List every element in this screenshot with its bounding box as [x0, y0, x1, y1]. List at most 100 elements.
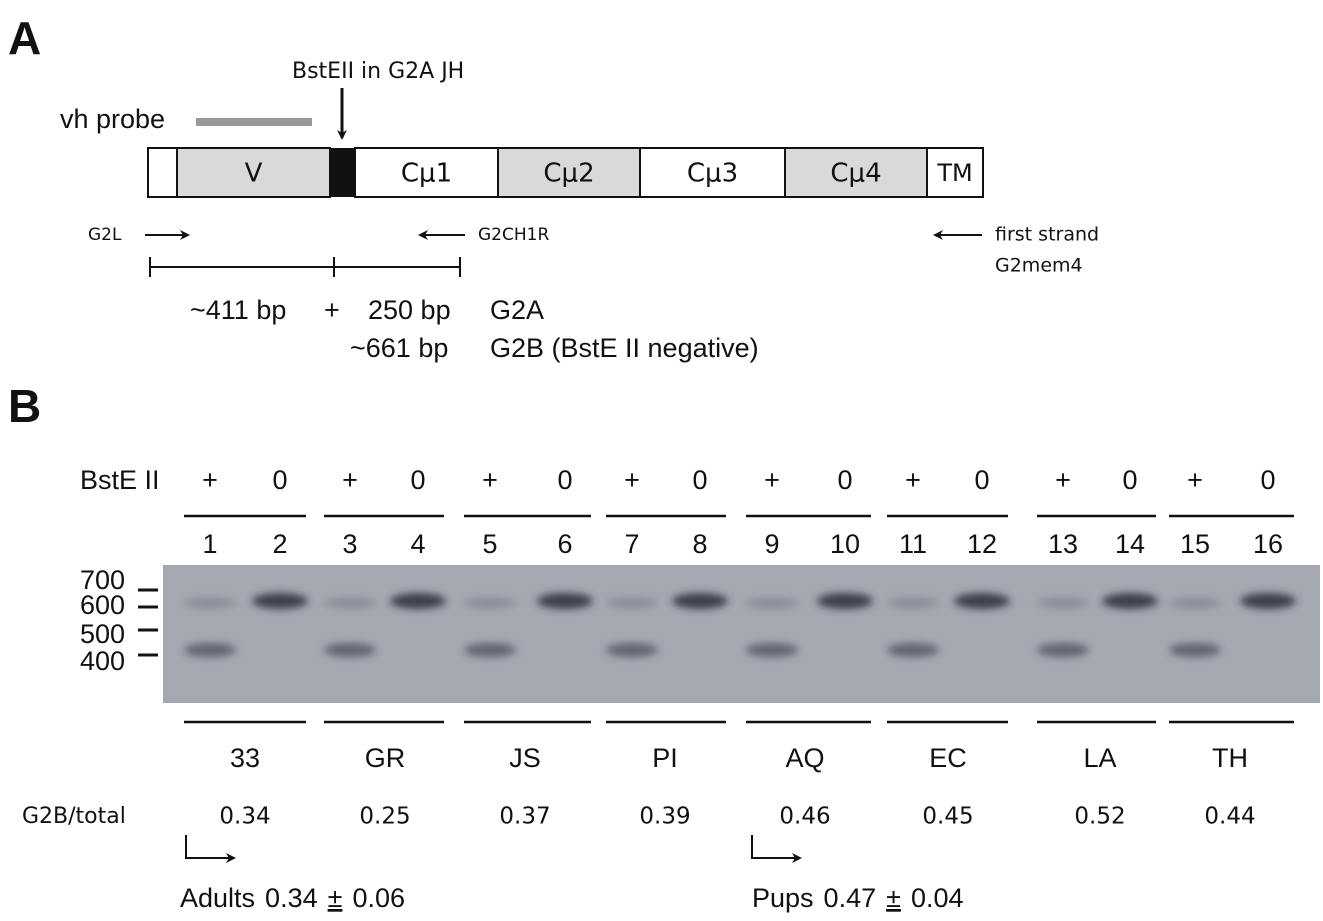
summary-sign: ±: [328, 883, 343, 913]
band: [324, 643, 376, 657]
band: [672, 593, 728, 609]
sample-name: JS: [509, 743, 541, 773]
lane-number: 7: [624, 529, 639, 559]
treatment: 0: [1260, 465, 1275, 495]
treatment: 0: [1122, 465, 1137, 495]
band: [817, 593, 873, 609]
band: [252, 593, 308, 609]
treatment: +: [1187, 465, 1203, 495]
band: [887, 598, 939, 608]
bent-arrow: [752, 835, 800, 858]
marker-label: 600: [80, 590, 125, 620]
ratio: 0.46: [779, 804, 830, 830]
summary-sd: 0.04: [911, 883, 964, 913]
lane-number: 2: [272, 529, 287, 559]
treatment: 0: [837, 465, 852, 495]
lane-number: 12: [967, 529, 997, 559]
treatment: 0: [974, 465, 989, 495]
treatment: +: [482, 465, 498, 495]
summary-group: Adults: [180, 883, 255, 913]
figure: A BstEII in G2A JH vh probe VCμ1Cμ2Cμ3Cμ…: [0, 0, 1323, 921]
probe-label: vh probe: [60, 104, 165, 134]
bent-arrow: [186, 835, 234, 858]
summary-group: Pups: [752, 883, 814, 913]
treatment: 0: [272, 465, 287, 495]
size-label: G2B (BstE II negative): [490, 333, 759, 363]
lane-number: 10: [830, 529, 860, 559]
panel-label: A: [8, 12, 41, 64]
band: [1037, 598, 1089, 608]
lane-number: 9: [764, 529, 779, 559]
segment-label: Cμ2: [543, 159, 594, 189]
band: [746, 643, 798, 657]
band: [390, 593, 446, 609]
marker-label: 500: [80, 619, 125, 649]
band: [1102, 593, 1158, 609]
treatment: +: [905, 465, 921, 495]
size-label: ~661 bp: [350, 333, 448, 363]
sample-name: TH: [1212, 743, 1248, 773]
band: [1169, 643, 1221, 657]
lane-number: 11: [899, 529, 927, 559]
segment-label: Cμ4: [830, 159, 881, 189]
ratio: 0.34: [219, 804, 270, 830]
band: [1037, 643, 1089, 657]
size-label: G2A: [490, 295, 544, 325]
primer-label: first strand: [995, 224, 1099, 246]
summary-sd: 0.06: [352, 883, 405, 913]
band: [887, 643, 939, 657]
sample-name: LA: [1083, 743, 1116, 773]
ratio: 0.25: [359, 804, 410, 830]
treatment: 0: [410, 465, 425, 495]
band: [464, 598, 516, 608]
treatment: +: [1055, 465, 1071, 495]
treatment: +: [624, 465, 640, 495]
lane-number: 4: [410, 529, 425, 559]
ratio: 0.37: [499, 804, 550, 830]
primer-label: G2mem4: [995, 255, 1083, 277]
panel-label: B: [8, 380, 41, 432]
ratio: 0.45: [922, 804, 973, 830]
sample-name: AQ: [785, 743, 824, 773]
jh-block: [330, 148, 355, 197]
band: [537, 593, 593, 609]
size-label: 250 bp: [368, 295, 451, 325]
treatment: 0: [557, 465, 572, 495]
gel: [163, 565, 1320, 703]
marker-label: 400: [80, 646, 125, 676]
segment-label: Cμ3: [687, 159, 738, 189]
summary-sign: ±: [886, 883, 901, 913]
lane-number: 14: [1115, 529, 1145, 559]
summary: Adults 0.34 ±0.06: [180, 883, 405, 913]
site-label: BstEII in G2A JH: [292, 59, 464, 84]
summary: Pups 0.47 ±0.04: [752, 883, 964, 913]
ratio: 0.44: [1204, 804, 1255, 830]
band: [606, 598, 658, 608]
ratio: 0.52: [1074, 804, 1125, 830]
band: [746, 598, 798, 608]
enzyme-label: BstE II: [80, 465, 160, 495]
sample-name: 33: [230, 743, 260, 773]
primer-label: G2CH1R: [478, 225, 549, 245]
band: [184, 598, 236, 608]
summary-mean: 0.47: [824, 883, 877, 913]
lane-number: 8: [692, 529, 707, 559]
treatment: +: [764, 465, 780, 495]
treatment: 0: [692, 465, 707, 495]
size-label: +: [324, 295, 340, 325]
summary-mean: 0.34: [265, 883, 318, 913]
treatment: +: [202, 465, 218, 495]
segment-label: Cμ1: [401, 159, 452, 189]
band: [324, 598, 376, 608]
lane-number: 13: [1048, 529, 1078, 559]
ratio-label: G2B/total: [22, 804, 126, 829]
size-label: ~411 bp: [190, 295, 286, 325]
sample-name: PI: [652, 743, 678, 773]
lane-number: 15: [1180, 529, 1210, 559]
sample-name: GR: [365, 743, 406, 773]
ratio: 0.39: [639, 804, 690, 830]
band: [1240, 593, 1296, 609]
gene-block: [148, 148, 177, 197]
lane-number: 5: [482, 529, 497, 559]
